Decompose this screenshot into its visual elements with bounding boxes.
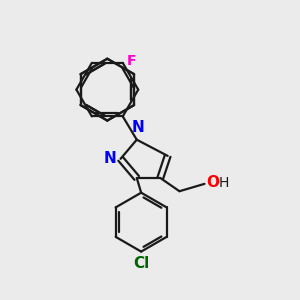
Text: Cl: Cl (133, 256, 149, 271)
Text: O: O (206, 176, 220, 190)
Text: F: F (127, 54, 136, 68)
Text: H: H (219, 176, 229, 190)
Text: N: N (103, 151, 116, 166)
Text: N: N (132, 120, 145, 135)
